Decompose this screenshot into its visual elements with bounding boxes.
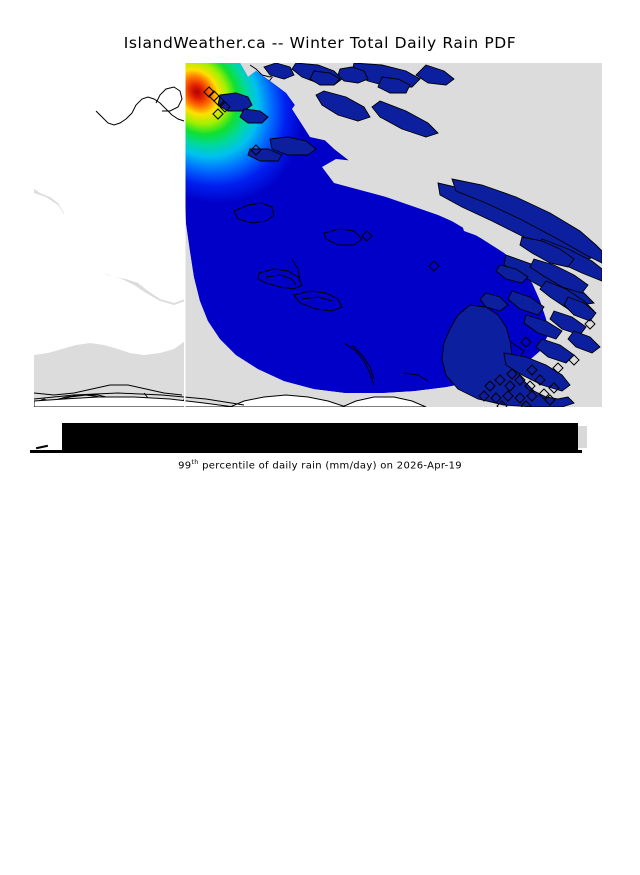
colorbar[interactable] — [62, 423, 578, 450]
diamond-marker — [538, 388, 550, 400]
victoria-peninsula — [34, 304, 575, 407]
diamond-marker — [496, 400, 508, 407]
diamond-marker — [250, 144, 262, 156]
colorbar-axis-tick — [35, 444, 49, 450]
diamond-marker — [428, 260, 440, 272]
colorbar-tick-labels — [124, 863, 640, 875]
map-panel[interactable] — [34, 63, 602, 407]
diamond-marker — [490, 392, 502, 404]
colorbar-axis-line — [30, 450, 582, 453]
page-title: IslandWeather.ca -- Winter Total Daily R… — [123, 34, 517, 52]
diamond-marker — [544, 394, 556, 406]
diamond-marker — [552, 362, 564, 374]
precipitation-map[interactable] — [34, 63, 602, 407]
diamond-marker — [484, 380, 496, 392]
diamond-marker — [520, 400, 532, 407]
diamond-marker — [568, 354, 580, 366]
diamond-marker — [526, 364, 538, 376]
diamond-marker — [219, 101, 231, 113]
station-markers[interactable] — [203, 86, 596, 407]
mainland-landmass — [34, 63, 185, 355]
diamond-marker — [361, 230, 373, 242]
diamond-marker — [494, 374, 506, 386]
diamond-marker — [534, 374, 546, 386]
diamond-marker — [514, 392, 526, 404]
diamond-marker — [526, 390, 538, 402]
diamond-marker — [524, 380, 536, 392]
diamond-marker — [478, 390, 490, 402]
diamond-marker — [212, 108, 224, 120]
colorbar-caption: 99th percentile of daily rain (mm/day) o… — [0, 458, 640, 471]
caption-text: percentile of daily rain (mm/day) on 202… — [198, 460, 462, 472]
colorbar-gradient — [62, 423, 578, 450]
colorbar-overflow-swatch — [578, 426, 587, 448]
diamond-marker — [203, 86, 215, 98]
diamond-marker — [584, 318, 596, 330]
northern-inlet-polygons — [263, 63, 602, 306]
diamond-marker — [520, 336, 532, 348]
caption-value: 99 — [178, 460, 192, 472]
diamond-marker — [506, 368, 518, 380]
diamond-marker — [504, 380, 516, 392]
data-window-left-edge — [184, 63, 186, 407]
caption-ordinal: th — [191, 458, 199, 466]
diamond-marker — [548, 382, 560, 394]
diamond-marker — [213, 95, 225, 107]
diamond-marker — [514, 374, 526, 386]
diamond-marker — [502, 390, 514, 402]
